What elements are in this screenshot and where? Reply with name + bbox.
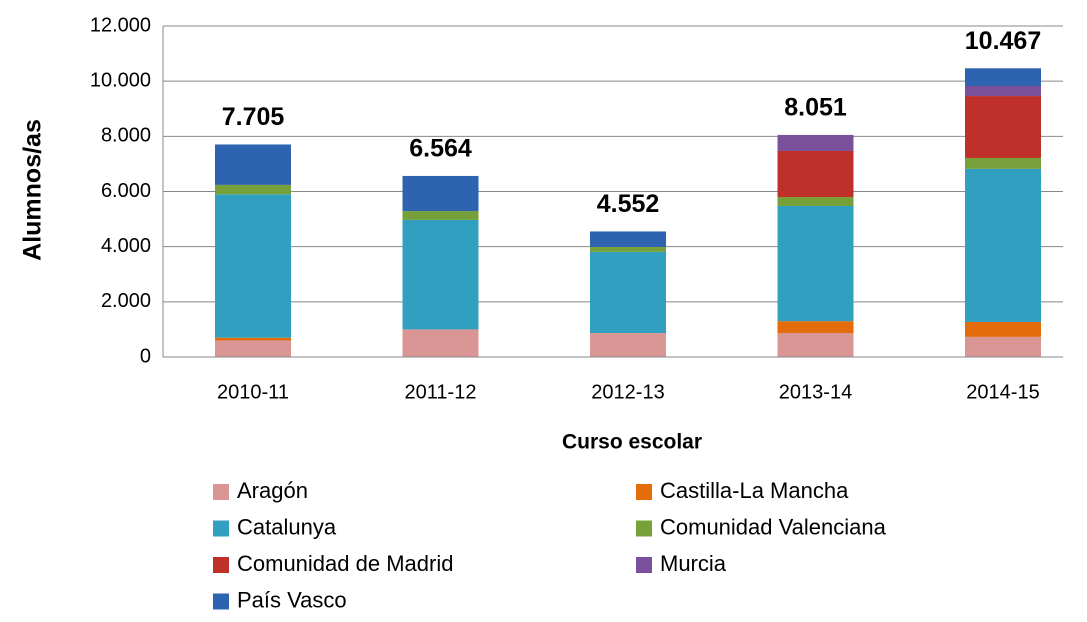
total-label: 6.564 <box>409 135 472 163</box>
legend-label: Aragón <box>237 478 308 503</box>
bar-segment <box>402 175 479 212</box>
x-tick-label: 2013-14 <box>779 381 852 403</box>
bar-segment <box>590 246 666 252</box>
legend-swatch <box>213 593 229 610</box>
legend-swatch <box>213 484 229 500</box>
bar-segment <box>215 144 291 185</box>
bar-segment <box>965 168 1041 322</box>
bar-segment <box>590 231 666 247</box>
x-tick-label: 2014-15 <box>966 381 1039 403</box>
bar-segment <box>402 219 479 330</box>
bar-segment <box>777 197 854 206</box>
bar-segment <box>777 150 854 198</box>
y-tick-label: 4.000 <box>101 235 151 257</box>
bar-segment <box>965 336 1041 357</box>
legend-label: Murcia <box>660 551 727 576</box>
y-tick-label: 6.000 <box>101 180 151 202</box>
bar-segment <box>777 321 854 334</box>
bar-segment <box>215 340 291 357</box>
bar-segment <box>965 157 1041 169</box>
legend-label: Castilla-La Mancha <box>660 478 849 503</box>
bar-segment <box>777 205 854 322</box>
legend-swatch <box>636 557 652 573</box>
bar-segment <box>402 329 479 357</box>
total-label: 4.552 <box>597 190 660 218</box>
total-label: 8.051 <box>784 94 847 122</box>
x-tick-label: 2011-12 <box>405 381 477 403</box>
y-tick-label: 10.000 <box>90 69 151 91</box>
bar-segment <box>590 333 666 357</box>
legend-swatch <box>213 520 229 537</box>
bar-segment <box>965 68 1041 86</box>
legend-swatch <box>636 484 652 500</box>
bar-segment <box>590 251 666 334</box>
total-label: 10.467 <box>965 27 1041 55</box>
bar-segment <box>965 96 1041 158</box>
total-label: 7.705 <box>222 103 285 131</box>
y-axis-label: Alumnos/as <box>19 119 47 261</box>
x-tick-label: 2012-13 <box>591 381 664 403</box>
x-axis-label: Curso escolar <box>562 431 702 454</box>
bar-segment <box>215 184 291 195</box>
legend-label: País Vasco <box>237 587 347 612</box>
bar-segment <box>215 337 291 341</box>
bar-segment <box>777 134 854 151</box>
legend-swatch <box>213 557 229 573</box>
legend-label: Comunidad de Madrid <box>237 551 453 576</box>
y-tick-label: 0 <box>140 345 151 367</box>
bar-segment <box>965 85 1041 97</box>
x-tick-label: 2010-11 <box>217 381 289 403</box>
bar-segment <box>965 321 1041 337</box>
bar-segment <box>402 211 479 220</box>
legend-swatch <box>636 520 652 537</box>
y-tick-label: 12.000 <box>90 14 151 36</box>
y-tick-label: 8.000 <box>101 125 151 147</box>
y-tick-label: 2.000 <box>101 290 151 312</box>
legend-label: Catalunya <box>237 514 337 539</box>
bar-segment <box>777 333 854 357</box>
bar-segment <box>215 194 291 338</box>
legend-label: Comunidad Valenciana <box>660 514 887 539</box>
